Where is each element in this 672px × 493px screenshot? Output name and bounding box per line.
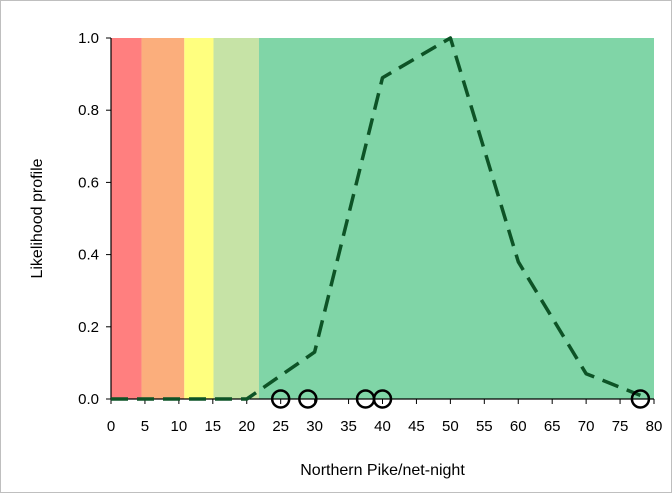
x-tick-label: 70 [578,418,595,435]
x-tick-label: 75 [612,418,629,435]
background-band-1 [111,38,142,399]
x-tick-label: 30 [306,418,323,435]
observation-point [270,389,291,409]
y-tick-label: 0.6 [78,174,99,191]
x-tick-label: 35 [340,418,357,435]
y-tick-label: 0.2 [78,319,99,336]
x-tick-label: 20 [238,418,255,435]
x-tick-label: 40 [374,418,391,435]
y-tick-label: 0.8 [78,102,99,119]
background-band-4 [213,38,259,399]
x-tick-label: 15 [204,418,221,435]
x-tick-label: 5 [141,418,149,435]
observation-point [372,389,393,409]
background-band-2 [141,38,185,399]
observation-point [298,389,318,409]
x-tick-label: 25 [272,418,289,435]
observation-point [630,389,651,409]
background-bands [111,38,654,399]
x-tick-label: 55 [476,418,493,435]
x-tick-label: 45 [408,418,425,435]
x-axis-title: Northern Pike/net-night [300,462,465,479]
likelihood-line [111,36,642,401]
background-band-5 [258,38,654,399]
x-tick-label: 10 [171,418,188,435]
x-tick-label: 50 [442,418,459,435]
x-tick-label: 65 [544,418,561,435]
observation-points [270,389,651,409]
x-tick-label: 0 [107,418,115,435]
y-tick-label: 1.0 [78,30,99,47]
y-tick-label: 0.0 [78,391,99,408]
y-tick-label: 0.4 [78,247,99,264]
likelihood-series-line [111,36,642,401]
tick-labels: 0.0 0.2 0.4 0.6 0.8 1.0 0 5 10 15 20 25 30 35 40 45 50 55… [78,30,662,435]
y-axis-title: Likelihood profile [29,158,46,278]
background-band-3 [184,38,214,399]
x-tick-label: 60 [510,418,527,435]
x-tick-label: 80 [646,418,663,435]
